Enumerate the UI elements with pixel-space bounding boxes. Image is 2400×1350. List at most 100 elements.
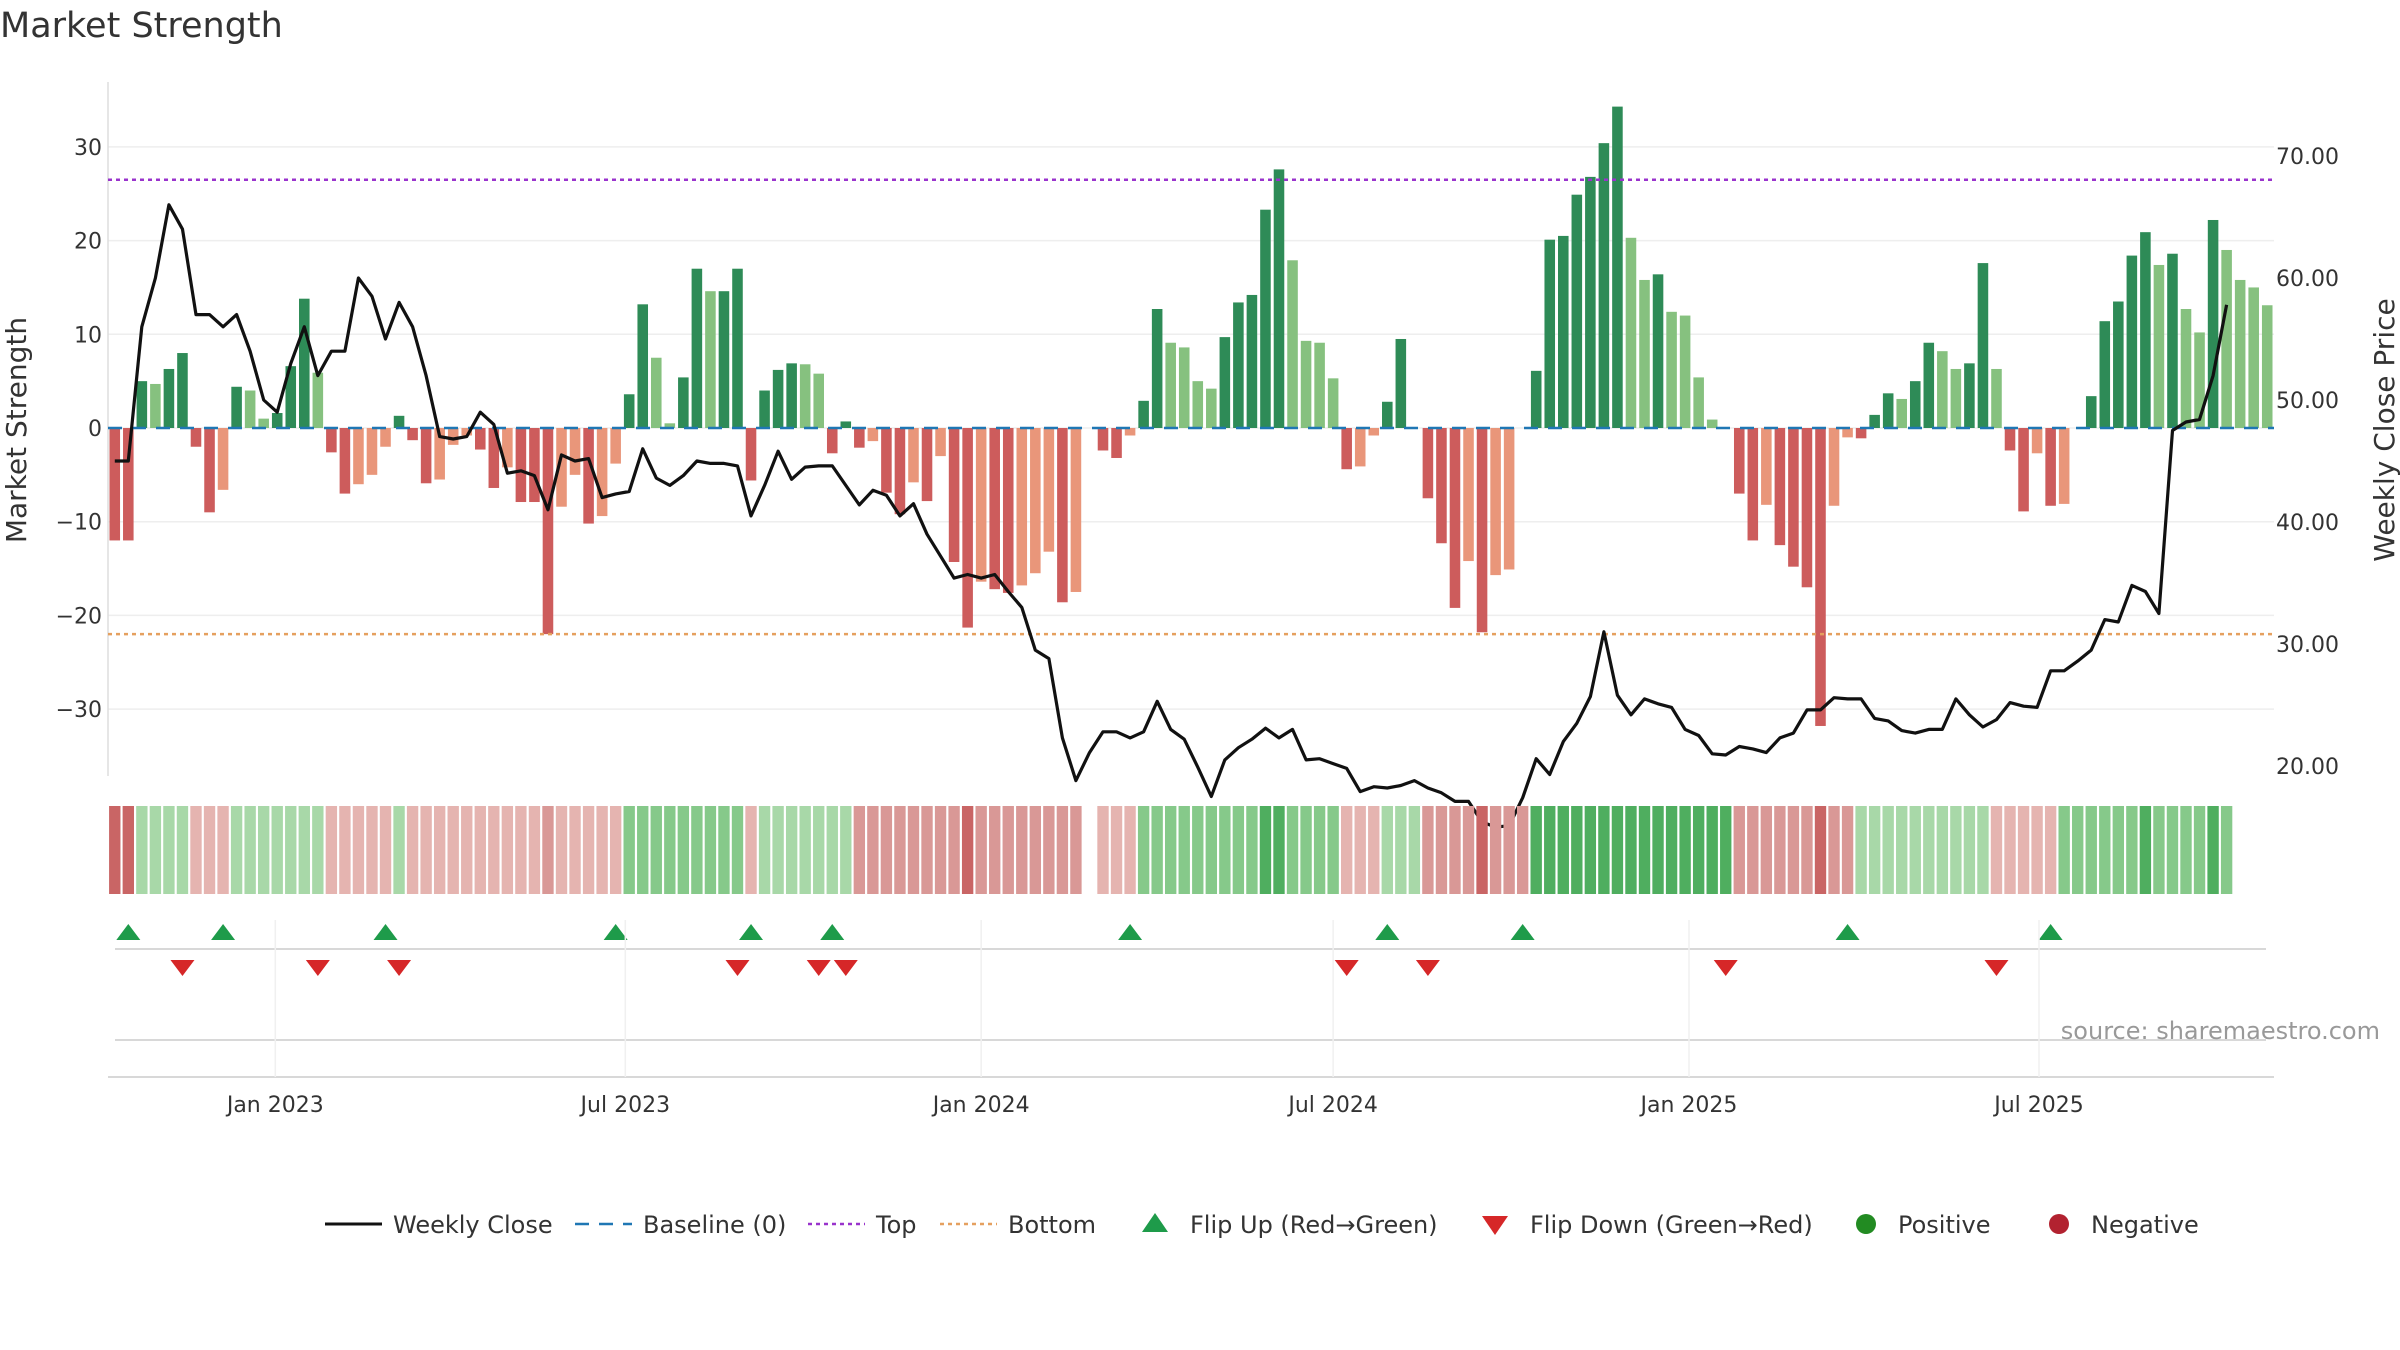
strength-bar-positive bbox=[1382, 401, 1393, 428]
strip-cell bbox=[799, 806, 811, 894]
strip-cell bbox=[596, 806, 608, 894]
strip-cell bbox=[488, 806, 500, 894]
left-tick-label: 30 bbox=[74, 136, 102, 161]
strength-bar-negative bbox=[123, 428, 134, 541]
strip-cell bbox=[298, 806, 310, 894]
strip-cell bbox=[1165, 806, 1177, 894]
strip-cell bbox=[1625, 806, 1637, 894]
strength-bar-positive bbox=[2153, 264, 2165, 428]
strength-bar-negative bbox=[935, 428, 946, 457]
strip-cell bbox=[2112, 806, 2125, 894]
x-tick-label: Jan 2023 bbox=[225, 1093, 324, 1118]
strength-bar-negative bbox=[447, 428, 459, 445]
strength-bar-negative bbox=[204, 428, 215, 513]
strip-cell bbox=[1828, 806, 1840, 894]
strength-bar-positive bbox=[1395, 338, 1407, 428]
strength-bars bbox=[109, 106, 2273, 726]
legend-label: Bottom bbox=[1008, 1211, 1096, 1239]
strength-bar-positive bbox=[177, 353, 188, 428]
strength-bar-positive bbox=[244, 390, 256, 428]
strip-cell bbox=[1219, 806, 1231, 894]
strip-cell bbox=[1489, 806, 1502, 894]
left-axis-ticks: 30 20 10 0 −10 −20 −30 bbox=[56, 136, 102, 723]
strip-cell bbox=[2031, 806, 2043, 894]
strip-cell bbox=[1368, 806, 1380, 894]
legend-item-flip_up: Flip Up (Red→Green) bbox=[1142, 1211, 1438, 1239]
strip-cell bbox=[704, 806, 717, 894]
strip-cell bbox=[528, 806, 541, 894]
strength-bar-positive bbox=[1977, 263, 1989, 428]
strength-bar-negative bbox=[1828, 428, 1840, 506]
strip-cell bbox=[1598, 806, 1610, 894]
strip-cell bbox=[1192, 806, 1204, 894]
strength-bar-negative bbox=[596, 428, 608, 517]
strength-bar-positive bbox=[1896, 398, 1907, 428]
strip-cell bbox=[975, 806, 987, 894]
flip-up-marker bbox=[1510, 924, 1535, 940]
strip-cell bbox=[1882, 806, 1894, 894]
legend-label: Baseline (0) bbox=[643, 1211, 786, 1239]
strip-cell bbox=[379, 806, 392, 894]
strip-cell bbox=[217, 806, 229, 894]
legend-item-baseline: Baseline (0) bbox=[575, 1211, 786, 1239]
legend-label: Flip Up (Red→Green) bbox=[1190, 1211, 1438, 1239]
strip-cell bbox=[1692, 806, 1705, 894]
x-tick-label: Jul 2024 bbox=[1286, 1093, 1378, 1118]
strip-cell bbox=[1124, 806, 1136, 894]
strength-bar-positive bbox=[1571, 194, 1583, 428]
strip-cell bbox=[366, 806, 378, 894]
strength-bar-negative bbox=[353, 428, 364, 485]
flip-up-marker bbox=[1118, 924, 1143, 940]
strength-bar-negative bbox=[556, 428, 567, 507]
strip-cell bbox=[1706, 806, 1718, 894]
strip-cell bbox=[1652, 806, 1664, 894]
strip-cell bbox=[1070, 806, 1082, 894]
legend-label: Flip Down (Green→Red) bbox=[1530, 1211, 1813, 1239]
left-tick-label: −20 bbox=[56, 604, 102, 629]
left-tick-label: 20 bbox=[74, 230, 102, 255]
strip-cell bbox=[1016, 806, 1028, 894]
strip-cell bbox=[1787, 806, 1800, 894]
strength-bar-negative bbox=[2004, 428, 2016, 451]
strength-bar-negative bbox=[1815, 428, 1826, 726]
weekly-close-line bbox=[114, 203, 2229, 829]
strength-bar-positive bbox=[678, 377, 689, 428]
strength-bar-positive bbox=[623, 394, 635, 428]
strip-cell bbox=[1097, 806, 1109, 894]
legend-item-negative: Negative bbox=[2049, 1211, 2199, 1239]
strip-cell bbox=[1638, 806, 1651, 894]
flip-up-marker bbox=[1375, 924, 1400, 940]
strip-cell bbox=[894, 806, 906, 894]
strength-bar-positive bbox=[1287, 260, 1298, 428]
strip-cell bbox=[2099, 806, 2111, 894]
strip-cell bbox=[339, 806, 351, 894]
strip-cell bbox=[1760, 806, 1773, 894]
strip-cell bbox=[1029, 806, 1042, 894]
strip-cell bbox=[163, 806, 175, 894]
y-axis-label-left: Market Strength bbox=[0, 317, 33, 543]
right-tick-label: 30.00 bbox=[2276, 633, 2339, 658]
flip-up-marker bbox=[2038, 924, 2063, 940]
x-axis: Jan 2023 Jul 2023 Jan 2024 Jul 2024 Jan 2025… bbox=[108, 920, 2274, 1118]
strip-cell bbox=[609, 806, 622, 894]
strength-bar-negative bbox=[745, 428, 757, 481]
strength-bar-positive bbox=[1246, 294, 1258, 428]
strength-bar-negative bbox=[1016, 428, 1028, 586]
strip-cell bbox=[2004, 806, 2016, 894]
flip-down-marker bbox=[1984, 960, 2009, 976]
right-tick-label: 60.00 bbox=[2276, 267, 2339, 292]
strip-cell bbox=[501, 806, 514, 894]
strength-bar-positive bbox=[1585, 176, 1596, 428]
strip-cell bbox=[1232, 806, 1245, 894]
legend-label: Positive bbox=[1898, 1211, 1991, 1239]
strength-bar-positive bbox=[1869, 414, 1880, 428]
strength-bar-positive bbox=[1530, 370, 1542, 428]
strip-cell bbox=[1571, 806, 1583, 894]
strip-cell bbox=[989, 806, 1001, 894]
strip-cell bbox=[190, 806, 202, 894]
strip-cell bbox=[1043, 806, 1055, 894]
strength-bar-positive bbox=[1314, 342, 1325, 428]
strip-cell bbox=[772, 806, 784, 894]
strength-bar-negative bbox=[1422, 428, 1434, 499]
strength-bar-negative bbox=[109, 428, 121, 541]
